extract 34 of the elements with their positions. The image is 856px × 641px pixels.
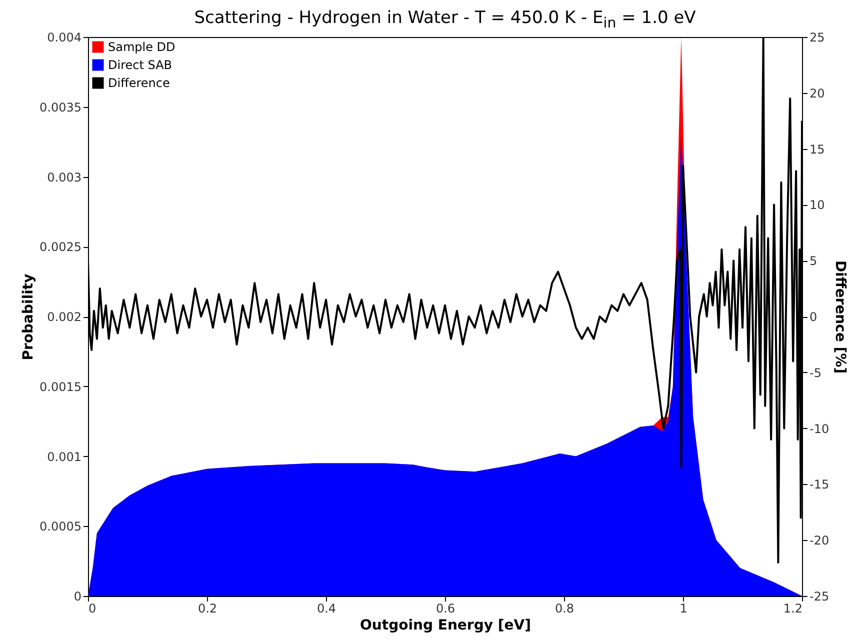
x-tick-label: 1.2 — [783, 602, 802, 616]
y2-tick-label: 5 — [810, 254, 818, 268]
y-tick-label: 0.0035 — [40, 100, 82, 114]
y2-tick-label: 15 — [810, 142, 825, 156]
x-tick-label: 0 — [88, 602, 96, 616]
y-axis-title: Probability — [20, 274, 37, 360]
y-tick-label: 0.002 — [47, 310, 82, 324]
legend-label: Difference — [108, 76, 170, 90]
y2-tick-label: -5 — [810, 366, 822, 380]
y2-tick-label: 10 — [810, 198, 825, 212]
legend-label: Sample DD — [108, 40, 176, 54]
y-tick-label: 0.0025 — [40, 240, 82, 254]
y-tick-label: 0.004 — [47, 30, 82, 44]
y-tick-label: 0.003 — [47, 170, 82, 184]
x-axis-title: Outgoing Energy [eV] — [360, 618, 531, 634]
chart-title: Scattering - Hydrogen in Water - T = 450.0 K - E$_{in}$ = 1.0 eV — [193, 8, 697, 32]
y-tick-label: 0.001 — [47, 450, 82, 464]
x-tick-label: 0.2 — [198, 602, 218, 616]
x-tick-label: 0.8 — [554, 602, 574, 616]
y2-tick-label: -20 — [810, 534, 830, 548]
y2-tick-label: 25 — [810, 30, 825, 44]
legend-label: Direct SAB — [108, 58, 172, 72]
y2-tick-label: -25 — [810, 590, 830, 604]
y2-axis-title: Difference [%] — [832, 260, 848, 374]
y2-tick-label: 20 — [810, 86, 825, 100]
y2-tick-label: 0 — [810, 310, 818, 324]
x-tick-label: 0.6 — [436, 602, 456, 616]
x-tick-label: 1 — [680, 602, 688, 616]
y2-tick-label: -15 — [810, 478, 830, 492]
y2-tick-label: -10 — [810, 422, 830, 436]
y-tick-label: 0.0015 — [40, 380, 82, 394]
x-tick-label: 0.4 — [316, 602, 336, 616]
y-tick-label: 0 — [74, 590, 82, 604]
y-tick-label: 0.0005 — [40, 520, 82, 534]
